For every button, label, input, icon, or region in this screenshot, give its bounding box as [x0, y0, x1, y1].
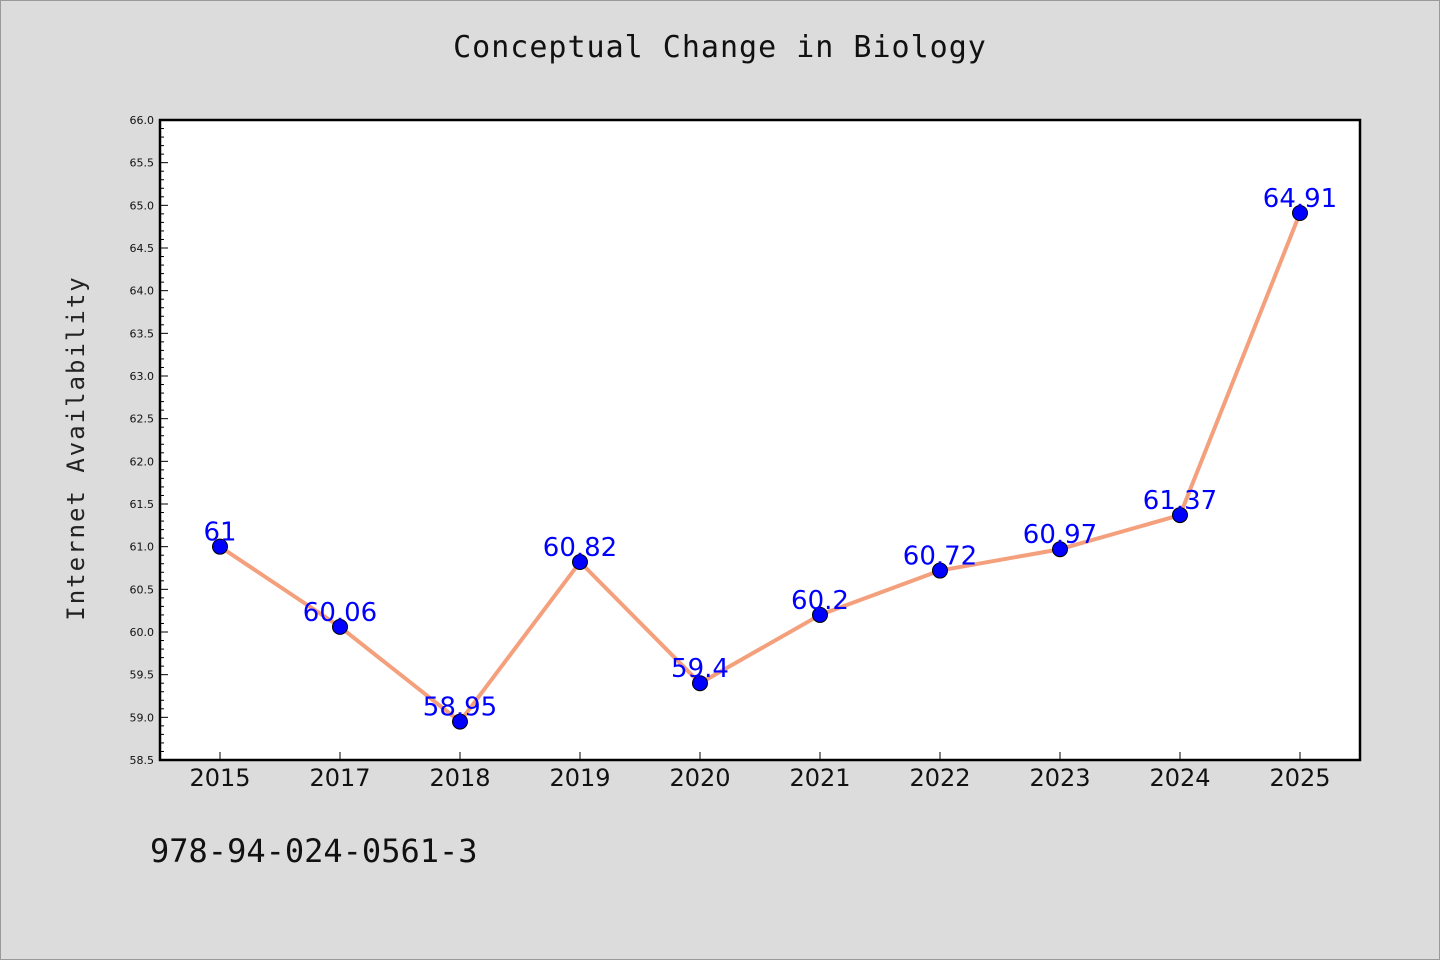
isbn-code: 978-94-024-0561-3	[150, 832, 478, 870]
y-tick-label: 65.0	[130, 199, 155, 212]
y-tick-label: 63.5	[130, 327, 155, 340]
y-tick-label: 66.0	[130, 114, 155, 127]
data-point	[572, 554, 588, 571]
y-tick-label: 65.5	[130, 157, 155, 170]
data-label: 58.95	[423, 693, 497, 723]
data-point	[812, 606, 828, 623]
data-label: 60.06	[303, 598, 377, 628]
data-label: 60.2	[791, 586, 849, 616]
x-tick-label: 2020	[669, 764, 730, 792]
y-tick-label: 62.5	[130, 413, 155, 426]
series-line	[218, 211, 1302, 724]
x-tick-label: 2019	[549, 764, 610, 792]
chart-title: Conceptual Change in Biology	[453, 30, 987, 65]
y-tick-label: 61.0	[130, 541, 155, 554]
data-label: 61	[203, 518, 236, 548]
data-point	[1292, 205, 1308, 222]
y-tick-label: 60.0	[130, 626, 155, 639]
data-label: 61.37	[1143, 486, 1217, 516]
data-label: 60.97	[1023, 520, 1097, 550]
y-tick-label: 61.5	[130, 498, 155, 511]
data-point	[332, 618, 348, 635]
y-tick-label: 59.5	[130, 669, 155, 682]
y-tick-label: 59.0	[130, 711, 155, 724]
data-point	[1172, 507, 1188, 524]
x-tick-label: 2024	[1149, 764, 1210, 792]
data-point	[452, 713, 468, 730]
x-tick-label: 2023	[1029, 764, 1090, 792]
x-tick-label: 2021	[789, 764, 850, 792]
data-point	[692, 675, 708, 692]
x-tick-label: 2018	[429, 764, 490, 792]
x-tick-label: 2017	[309, 764, 370, 792]
data-point	[1052, 541, 1068, 558]
y-tick-label: 60.5	[130, 583, 155, 596]
y-tick-label: 58.5	[130, 754, 155, 767]
data-point	[212, 538, 228, 555]
y-tick-label: 62.0	[130, 455, 155, 468]
data-label: 60.72	[903, 542, 977, 572]
data-label: 60.82	[543, 533, 617, 563]
data-point	[932, 562, 948, 579]
data-label: 64.91	[1263, 184, 1337, 214]
plot-area	[160, 120, 1360, 760]
y-tick-label: 64.5	[130, 242, 155, 255]
x-tick-label: 2015	[189, 764, 250, 792]
plot-frame	[158, 118, 1362, 762]
y-tick-label: 64.0	[130, 285, 155, 298]
data-label: 59.4	[671, 654, 729, 684]
x-tick-label: 2025	[1269, 764, 1330, 792]
y-tick-label: 63.0	[130, 370, 155, 383]
x-tick-label: 2022	[909, 764, 970, 792]
